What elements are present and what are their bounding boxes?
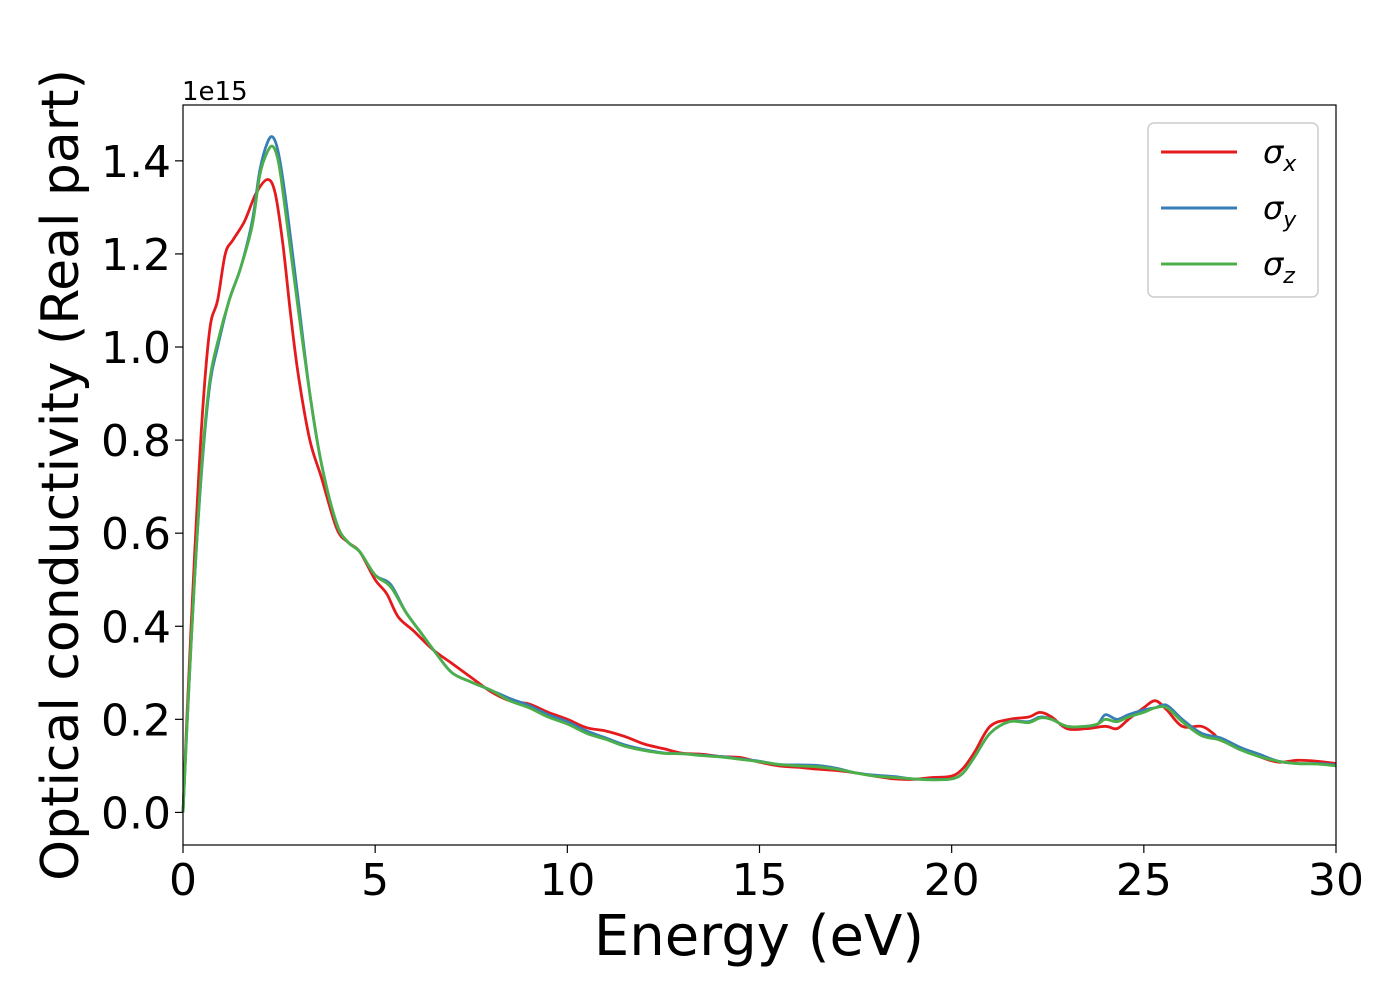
series-line-z <box>181 144 1337 813</box>
series-layer <box>181 135 1337 813</box>
y-offset-label: 1e15 <box>182 77 248 107</box>
y-tick-label: 0.8 <box>101 416 171 467</box>
x-tick-label: 5 <box>361 855 389 906</box>
x-tick-label: 30 <box>1308 855 1364 906</box>
y-tick-label: 1.4 <box>101 137 171 188</box>
y-axis-ticks: 0.0 0.2 0.4 0.6 0.8 1.0 1.2 1.4 <box>101 137 183 839</box>
x-axis-ticks: 0 5 10 15 20 25 30 <box>169 845 1364 906</box>
y-tick-label: 0.4 <box>101 602 171 653</box>
x-tick-label: 0 <box>169 855 197 906</box>
x-tick-label: 25 <box>1116 855 1172 906</box>
y-tick-label: 0.6 <box>101 509 171 560</box>
y-tick-label: 1.2 <box>101 230 171 281</box>
y-tick-label: 0.2 <box>101 695 171 746</box>
x-tick-label: 10 <box>539 855 595 906</box>
x-tick-label: 20 <box>924 855 980 906</box>
legend-box <box>1147 122 1319 298</box>
y-axis-label: Optical conductivity (Real part) <box>31 69 91 881</box>
y-tick-label: 1.0 <box>101 323 171 374</box>
y-tick-label: 0.0 <box>101 788 171 839</box>
x-axis-label: Energy (eV) <box>594 904 924 969</box>
x-tick-label: 15 <box>732 855 788 906</box>
